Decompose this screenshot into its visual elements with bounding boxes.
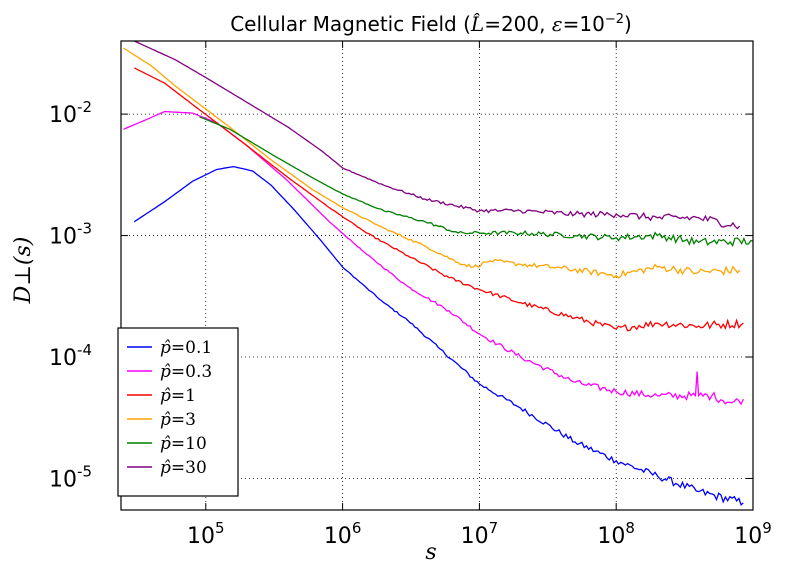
title-eps-value: =10 — [563, 12, 605, 36]
legend-p-symbol: p̂ — [160, 338, 171, 358]
title-separator: , — [539, 12, 552, 36]
legend-value: =0.3 — [171, 362, 212, 382]
legend-value: =1 — [171, 386, 196, 406]
y-tick-label: 10-4 — [49, 341, 92, 371]
x-tick-label: 108 — [597, 519, 635, 549]
x-axis-label: s — [425, 540, 436, 565]
series-line-5 — [134, 41, 741, 230]
legend-label: p̂=3 — [160, 410, 196, 430]
y-tick-label-base: 10 — [49, 467, 77, 492]
title-l-value: =200 — [484, 12, 539, 36]
y-tick-label: 10-2 — [49, 98, 92, 128]
y-tick-label-base: 10 — [49, 346, 77, 371]
x-tick-label-base: 10 — [324, 524, 352, 549]
title-l-symbol: L̂ — [470, 12, 484, 36]
legend-value: =3 — [171, 410, 196, 430]
title-eps-symbol: ε — [552, 12, 563, 36]
series-line-4 — [199, 116, 753, 247]
legend-value: =10 — [171, 434, 207, 454]
chart-title: Cellular Magnetic Field (L̂=200, ε=10−2) — [230, 12, 632, 36]
legend-label: p̂=0.3 — [160, 362, 212, 382]
grid — [121, 41, 754, 510]
y-axis-label: D⊥(s) — [11, 237, 36, 305]
legend-label: p̂=30 — [160, 458, 207, 478]
plot-frame — [120, 40, 754, 511]
series-layer — [123, 41, 753, 506]
y-tick-label-base: 10 — [49, 225, 77, 250]
legend-p-symbol: p̂ — [160, 386, 171, 406]
x-tick-label-exp: 6 — [352, 519, 362, 537]
y-tick-label-exp: -5 — [77, 462, 92, 480]
y-tick-label: 10-3 — [49, 220, 92, 250]
y-tick-label-exp: -2 — [77, 98, 92, 116]
legend-label: p̂=1 — [160, 386, 196, 406]
title-suffix: ) — [624, 12, 632, 36]
y-axis-label-text: D⊥(s) — [11, 237, 36, 305]
x-tick-label-base: 10 — [734, 524, 762, 549]
legend-p-symbol: p̂ — [160, 458, 171, 478]
x-tick-label: 106 — [324, 519, 362, 549]
x-tick-label-base: 10 — [187, 524, 215, 549]
series-line-3 — [123, 47, 741, 279]
series-line-0 — [133, 165, 744, 506]
legend-label: p̂=10 — [160, 434, 207, 454]
x-tick-label-exp: 9 — [762, 519, 772, 537]
x-tick-label: 105 — [187, 519, 225, 549]
y-tick-label-base: 10 — [49, 103, 77, 128]
legend-p-symbol: p̂ — [160, 410, 171, 430]
y-tick-label: 10-5 — [49, 462, 92, 492]
x-tick-label-base: 10 — [597, 524, 625, 549]
legend-p-symbol: p̂ — [160, 434, 171, 454]
x-tick-label: 109 — [734, 519, 772, 549]
y-tick-label-exp: -3 — [77, 220, 92, 238]
title-prefix: Cellular Magnetic Field ( — [230, 12, 471, 36]
title-eps-exp: −2 — [605, 12, 624, 27]
legend-value: =30 — [171, 458, 207, 478]
legend: p̂=0.1p̂=0.3p̂=1p̂=3p̂=10p̂=30 — [117, 327, 239, 497]
x-tick-label: 107 — [461, 519, 499, 549]
series-line-2 — [133, 67, 744, 332]
x-tick-label-exp: 7 — [489, 519, 499, 537]
x-tick-label-base: 10 — [461, 524, 489, 549]
legend-label: p̂=0.1 — [160, 338, 212, 358]
x-tick-label-exp: 8 — [625, 519, 635, 537]
legend-p-symbol: p̂ — [160, 362, 171, 382]
y-tick-label-exp: -4 — [77, 341, 92, 359]
legend-value: =0.1 — [171, 338, 212, 358]
legend-box — [117, 327, 239, 497]
x-tick-label-exp: 5 — [215, 519, 225, 537]
